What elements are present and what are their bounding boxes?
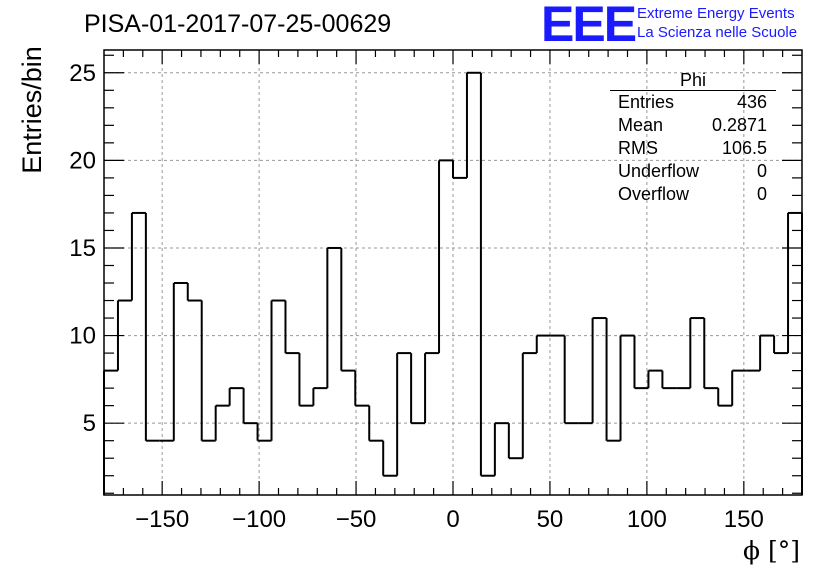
x-tick-labels: −150 −100 −50 0 50 100 150 xyxy=(135,506,764,533)
x-tick-label: 50 xyxy=(537,506,564,533)
stats-label: Underflow xyxy=(618,161,700,181)
stats-row-overflow: Overflow 0 xyxy=(610,183,776,206)
stats-label: Overflow xyxy=(618,184,690,204)
y-tick-label: 25 xyxy=(69,60,96,87)
logo-caption: Extreme Energy Events La Scienza nelle S… xyxy=(637,4,797,42)
stats-label: Entries xyxy=(618,92,675,112)
logo-caption-line2: La Scienza nelle Scuole xyxy=(637,24,798,41)
stats-value: 106.5 xyxy=(721,138,767,158)
stats-value: 0.2871 xyxy=(711,115,767,135)
x-tick-label: 0 xyxy=(446,506,459,533)
stats-box: Phi Entries 436 Mean 0.2871 RMS 106.5 Un… xyxy=(610,70,776,206)
x-tick-label: 100 xyxy=(627,506,667,533)
stats-value: 436 xyxy=(736,92,767,112)
stats-row-entries: Entries 436 xyxy=(610,91,776,114)
x-tick-label: −50 xyxy=(336,506,377,533)
y-tick-label: 20 xyxy=(69,147,96,174)
y-tick-label: 5 xyxy=(83,410,96,437)
stats-label: Mean xyxy=(618,115,664,135)
axis-ticks xyxy=(104,50,802,495)
run-title: PISA-01-2017-07-25-00629 xyxy=(84,10,392,38)
stats-row-rms: RMS 106.5 xyxy=(610,137,776,160)
stats-value: 0 xyxy=(756,161,767,181)
x-tick-label: 150 xyxy=(724,506,764,533)
y-tick-label: 10 xyxy=(69,323,96,350)
stats-row-underflow: Underflow 0 xyxy=(610,160,776,183)
stats-title: Phi xyxy=(610,70,776,91)
y-tick-label: 15 xyxy=(69,235,96,262)
y-axis-title: Entries/bin xyxy=(17,46,47,174)
grid xyxy=(104,50,802,495)
x-tick-label: −100 xyxy=(232,506,286,533)
x-axis-title: ϕ [°] xyxy=(743,536,800,565)
stats-row-mean: Mean 0.2871 xyxy=(610,114,776,137)
x-tick-label: −150 xyxy=(135,506,189,533)
eee-logo: EEE xyxy=(541,0,637,52)
y-tick-labels: 5 10 15 20 25 xyxy=(69,60,96,437)
stats-label: RMS xyxy=(618,138,658,158)
stats-value: 0 xyxy=(756,184,767,204)
logo-caption-line1: Extreme Energy Events xyxy=(637,5,795,22)
